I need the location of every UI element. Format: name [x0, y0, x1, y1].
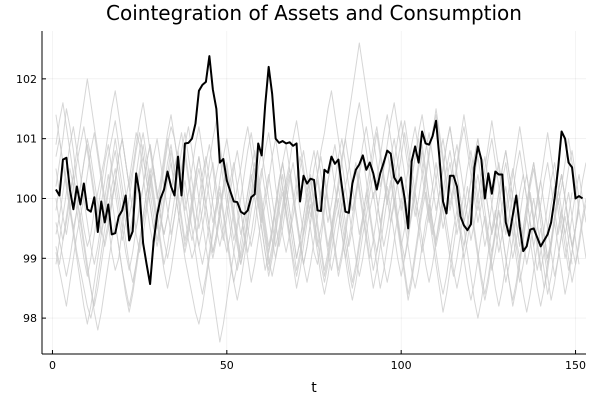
highlight-series-line — [55, 55, 584, 286]
y-tick-label: 102 — [16, 73, 37, 86]
x-axis-label: t — [311, 380, 317, 396]
y-tick-label: 101 — [16, 133, 37, 146]
background-series-line — [55, 126, 586, 343]
axes-layer — [41, 31, 586, 355]
x-tick-label: 0 — [49, 359, 56, 372]
background-series-line — [55, 42, 586, 271]
ticks-layer: 0 50 100 150 98 99 100 101 102 — [16, 73, 586, 372]
y-tick-label: 100 — [16, 192, 37, 205]
background-series-line — [55, 120, 580, 289]
background-series-line — [55, 114, 580, 301]
x-tick-label: 100 — [391, 359, 412, 372]
x-tick-label: 150 — [565, 359, 586, 372]
highlight-series-layer — [55, 55, 584, 286]
x-tick-label: 50 — [220, 359, 234, 372]
y-tick-label: 99 — [23, 252, 37, 265]
chart-title: Cointegration of Assets and Consumption — [106, 1, 522, 25]
y-tick-label: 98 — [23, 312, 37, 325]
background-series-line — [55, 108, 580, 325]
